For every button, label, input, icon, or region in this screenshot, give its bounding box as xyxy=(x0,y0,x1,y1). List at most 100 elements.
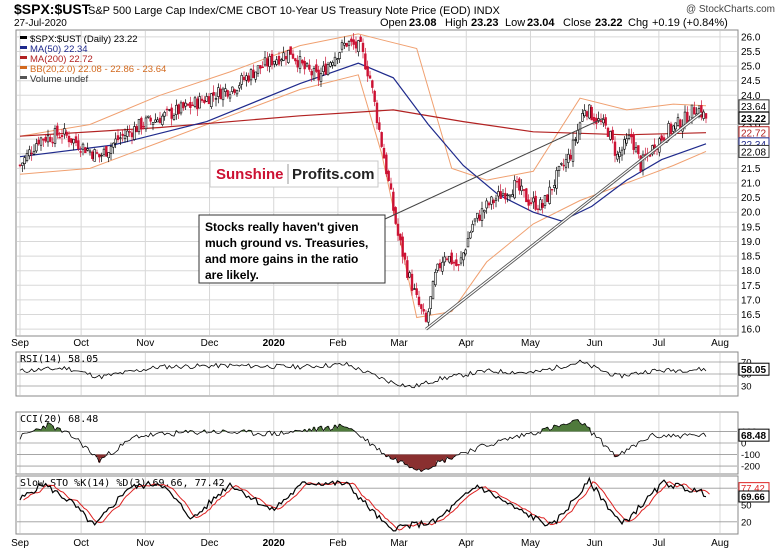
candle-body xyxy=(84,147,87,154)
candle-body xyxy=(415,288,418,296)
candle-body xyxy=(506,194,509,196)
candle-body xyxy=(135,126,138,133)
candle-body xyxy=(336,58,339,60)
x-tick-label-bottom: Dec xyxy=(201,538,219,549)
candle-body xyxy=(58,136,61,139)
candle-body xyxy=(273,61,276,65)
candle-body xyxy=(525,188,528,203)
candle-body xyxy=(49,137,52,142)
candle-body xyxy=(37,139,40,145)
candle-body xyxy=(704,113,708,119)
osc-tick-label: 0 xyxy=(741,439,746,450)
legend-entry: MA(50) 22.34 xyxy=(30,44,88,55)
sto-k-value-tag: 69.66 xyxy=(741,492,765,503)
candle-body xyxy=(567,153,570,163)
candle-body xyxy=(312,67,316,79)
symbol-description: S&P 500 Large Cap Index/CME CBOT 10-Year… xyxy=(88,5,501,17)
candle-body xyxy=(450,252,453,265)
candle-body xyxy=(74,136,78,144)
candle-body xyxy=(469,232,472,239)
candle-body xyxy=(319,73,323,82)
high-label: High xyxy=(445,17,468,29)
candle-body xyxy=(238,85,241,89)
price-tag-label: 23.22 xyxy=(741,114,766,125)
logo-sunshine-text: Sunshine xyxy=(216,166,284,183)
candle-body xyxy=(520,185,523,192)
x-tick-label-bottom: Apr xyxy=(459,538,475,549)
candle-body xyxy=(350,38,353,42)
candle-body xyxy=(252,69,255,79)
sto-d-value-tag: 77.42 xyxy=(741,484,765,495)
candle-body xyxy=(347,41,351,46)
candle-body xyxy=(186,103,190,106)
candle-body xyxy=(123,135,127,139)
x-tick-label: 2020 xyxy=(263,338,286,349)
y-tick-label: 20.5 xyxy=(741,193,761,204)
candle-body xyxy=(32,150,36,155)
candle-body xyxy=(72,139,75,144)
price-tag-label: 23.64 xyxy=(741,102,766,113)
candle-body xyxy=(632,134,635,150)
candle-body xyxy=(438,262,442,269)
candle-body xyxy=(618,151,621,157)
candle-body xyxy=(604,117,607,126)
candle-body xyxy=(576,130,579,143)
candle-body xyxy=(555,170,558,189)
candle-body xyxy=(317,69,320,81)
candle-body xyxy=(46,135,50,143)
candle-body xyxy=(70,138,73,143)
legend-entry: Volume undef xyxy=(30,74,88,85)
legend-swatch xyxy=(20,46,27,49)
logo-frame xyxy=(209,160,379,188)
y-tick-label: 26.0 xyxy=(741,32,761,43)
candle-body xyxy=(170,107,173,119)
candle-body xyxy=(217,87,220,97)
candle-body xyxy=(693,107,696,115)
legend-entry: BB(20,2.0) 22.08 - 22.86 - 23.64 xyxy=(30,64,166,75)
candle-body xyxy=(422,309,425,312)
candle-body xyxy=(77,140,80,150)
osc-title: Slow STO %K(14) %D(3) 69.66, 77.42 xyxy=(20,478,225,489)
osc-tick-label: -200 xyxy=(741,462,760,473)
candle-body xyxy=(140,117,143,130)
candle-body xyxy=(476,212,479,219)
candle-body xyxy=(504,192,507,200)
candle-body xyxy=(182,102,185,109)
candle-body xyxy=(637,145,640,155)
candle-body xyxy=(301,59,304,64)
candle-body xyxy=(634,146,638,153)
candle-body xyxy=(240,75,243,85)
candle-body xyxy=(599,120,603,122)
candle-body xyxy=(44,137,47,142)
candle-body xyxy=(389,183,393,190)
candle-body xyxy=(42,138,45,141)
annotation-callout: Stocks really haven't given much ground … xyxy=(198,117,605,284)
candle-body xyxy=(445,258,449,260)
candle-body xyxy=(212,92,215,96)
candle-body xyxy=(532,197,535,203)
x-tick-label-bottom: Nov xyxy=(136,538,154,549)
candle-body xyxy=(702,111,705,119)
x-tick-label: Oct xyxy=(73,338,89,349)
candle-body xyxy=(630,133,633,138)
candle-body xyxy=(287,50,290,63)
bb-lower-line xyxy=(19,74,707,319)
candle-body xyxy=(214,98,218,100)
candle-body xyxy=(592,116,596,122)
candle-body xyxy=(179,102,183,114)
candle-body xyxy=(620,149,624,156)
high-value: 23.23 xyxy=(471,17,499,29)
candle-body xyxy=(296,60,299,68)
y-tick-label: 25.0 xyxy=(741,62,761,73)
candle-body xyxy=(457,264,460,266)
candle-body xyxy=(184,102,187,107)
rsi-value-box xyxy=(738,362,770,376)
candle-body xyxy=(86,148,89,151)
annotation-line-3: and more gains in the ratio xyxy=(205,252,358,266)
candle-body xyxy=(102,148,106,155)
candle-body xyxy=(275,59,278,65)
candle-body xyxy=(254,71,257,80)
osc-tick-label: -100 xyxy=(741,450,760,461)
